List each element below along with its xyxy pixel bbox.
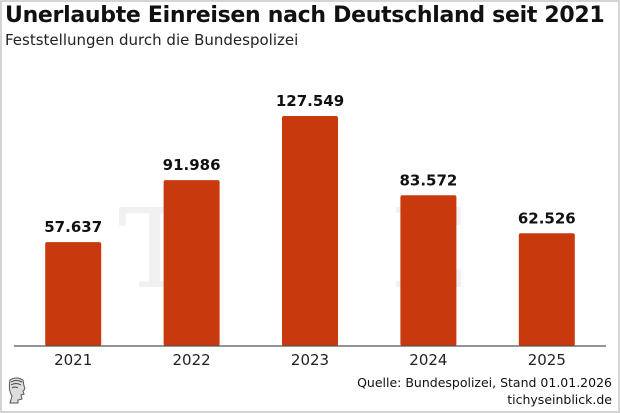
bar-2021 <box>45 242 102 346</box>
tichy-logo-icon <box>8 377 26 404</box>
x-tick-label-2022: 2022 <box>173 351 211 369</box>
value-label-2021: 57.637 <box>44 218 102 236</box>
chart-subtitle: Feststellungen durch die Bundespolizei <box>5 31 299 49</box>
bar-2023 <box>282 116 338 346</box>
x-tick-label-2024: 2024 <box>409 351 447 369</box>
value-label-2023: 127.549 <box>276 92 344 110</box>
source-note: Quelle: Bundespolizei, Stand 01.01.2026 … <box>357 374 612 408</box>
bar-2025 <box>518 233 575 346</box>
value-label-2024: 83.572 <box>399 171 457 189</box>
value-label-2025: 62.526 <box>518 209 576 227</box>
chart-title: Unerlaubte Einreisen nach Deutschland se… <box>5 3 605 28</box>
value-label-2022: 91.986 <box>163 156 221 174</box>
x-tick-label-2023: 2023 <box>291 351 329 369</box>
x-tick-label-2021: 2021 <box>54 351 92 369</box>
bar-2022 <box>163 180 220 346</box>
site-link[interactable]: tichyseinblick.de <box>507 392 612 407</box>
x-tick-label-2025: 2025 <box>528 351 566 369</box>
source-text: Quelle: Bundespolizei, Stand 01.01.2026 <box>357 375 612 390</box>
bar-2024 <box>400 195 457 346</box>
